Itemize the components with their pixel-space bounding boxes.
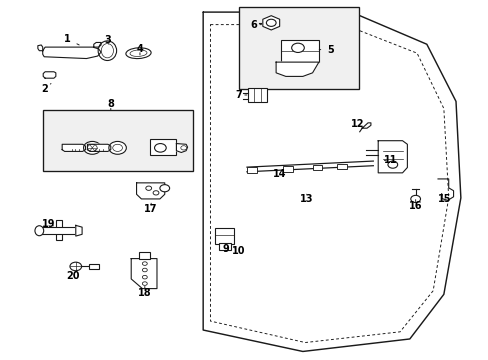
Ellipse shape [35,226,43,236]
Circle shape [387,161,397,168]
Circle shape [291,43,304,53]
Bar [336,163,346,169]
Bar [149,139,176,155]
Bar [283,166,292,172]
Polygon shape [62,144,85,152]
Circle shape [142,282,147,285]
Circle shape [113,144,122,152]
Text: 20: 20 [66,270,80,281]
Text: 10: 10 [231,246,245,256]
Polygon shape [377,141,407,173]
Circle shape [266,19,276,26]
Circle shape [181,146,186,150]
Text: 1: 1 [63,34,79,45]
Text: 15: 15 [437,194,450,203]
Polygon shape [38,45,42,51]
Circle shape [87,144,97,152]
Circle shape [160,185,169,192]
Text: 2: 2 [41,84,51,94]
Text: 4: 4 [136,44,143,55]
Text: 8: 8 [107,99,114,111]
Circle shape [70,262,81,271]
Polygon shape [136,183,164,199]
Text: 16: 16 [408,200,422,211]
Circle shape [142,268,147,272]
Circle shape [83,141,101,154]
Ellipse shape [98,41,116,60]
Text: 7: 7 [235,90,246,100]
Text: 13: 13 [299,194,313,203]
Bar [42,111,193,171]
Ellipse shape [130,50,147,57]
Text: 5: 5 [319,45,334,55]
Ellipse shape [125,48,151,59]
Bar [219,243,231,249]
Bar [56,220,62,240]
Circle shape [154,144,166,152]
Circle shape [145,186,151,190]
Circle shape [153,191,159,195]
Circle shape [410,195,420,203]
Text: 19: 19 [42,219,56,229]
Text: 14: 14 [272,168,285,179]
Ellipse shape [101,44,113,58]
Bar [139,252,149,258]
Bar [39,227,76,234]
Circle shape [142,275,147,279]
Text: 18: 18 [138,287,151,297]
Polygon shape [43,72,56,78]
Polygon shape [94,42,101,47]
Polygon shape [362,123,370,128]
Polygon shape [176,144,187,153]
Polygon shape [276,62,318,76]
Circle shape [142,262,147,265]
Bar [248,88,266,102]
Bar [246,167,256,173]
Polygon shape [42,47,101,59]
Text: 12: 12 [350,118,363,129]
Text: 3: 3 [104,35,111,45]
Polygon shape [87,144,111,152]
Text: 6: 6 [250,19,261,30]
Bar [238,7,358,89]
Bar [312,165,322,170]
Bar [215,228,233,244]
Text: 11: 11 [383,156,396,165]
Circle shape [109,141,126,154]
Bar [281,40,318,62]
Polygon shape [76,225,82,236]
Text: 9: 9 [222,244,228,253]
Bar [89,264,99,269]
Polygon shape [131,258,157,289]
Text: 17: 17 [144,203,158,214]
